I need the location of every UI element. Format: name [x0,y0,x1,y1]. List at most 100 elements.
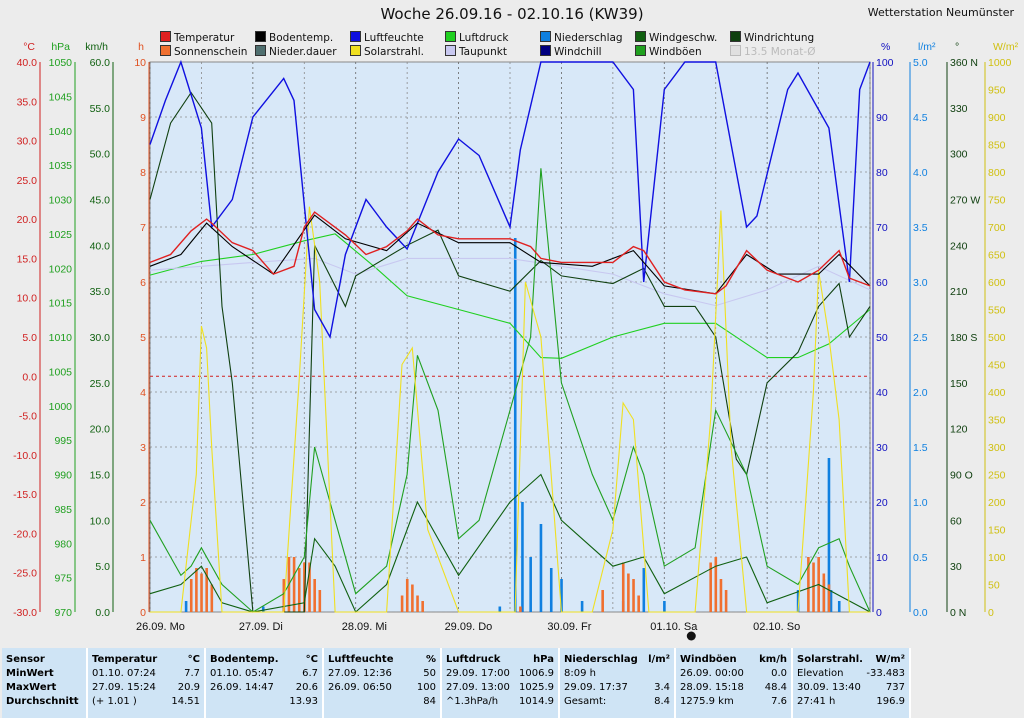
legend-item: Windchill [540,45,602,58]
stats-header-title: Temperatur [92,654,158,665]
legend-label: Sonnenschein [174,46,248,58]
axis-tick-label: 10.0 [17,293,38,305]
axis-tick-label: 950 [988,85,1006,97]
axis-tick-label: 30 [950,561,962,573]
axis-tick-label: 4 [140,387,146,399]
legend-swatch [730,45,741,56]
axis-tick-label: 1020 [49,263,73,275]
stats-cell-value: 0.0 [771,668,787,679]
stats-cell-value: -33.483 [866,668,905,679]
axis-tick-label: -20.0 [13,528,37,540]
stats-row: 26.09. 14:47 20.6 [210,682,318,696]
series-line [149,59,871,340]
stats-column: Temperatur °C 01.10. 07:24 7.7 27.09. 15:24 2… [88,648,206,718]
stats-cell-label: 27.09. 13:00 [446,682,510,693]
legend-swatch [540,45,551,56]
axis-unit: l/m² [918,41,936,53]
stats-cell-label: 29.09. 17:37 [564,682,628,693]
axis-tick-label: 650 [988,250,1006,262]
rain-bar [513,238,517,612]
axis-tick-label: 1.0 [913,497,928,509]
axis-tick-label: -15.0 [13,489,37,501]
legend-item: Temperatur [160,31,234,44]
stats-header-unit: W/m² [875,654,905,665]
axis-tick-label: 150 [950,378,968,390]
axis-tick-label: 5.0 [95,561,110,573]
legend-label: Taupunkt [459,46,507,58]
axis-tick-label: 70 [876,222,888,234]
axis-tick-label: 0.0 [95,607,110,619]
stats-cell-label: Durchschnitt [6,696,79,707]
axis-tick-label: 980 [54,538,72,550]
axis-tick-label: 100 [876,57,894,69]
sunshine-bar [308,562,311,612]
stats-row: 27.09. 12:36 50 [328,668,436,682]
axis-tick-label: 150 [988,525,1006,537]
axis-tick-label: 40.0 [90,240,111,252]
sunshine-bar [405,579,409,612]
axis-tick-label: 7 [140,222,146,234]
day-label: 02.10. So [753,621,800,633]
axis-tick-label: 250 [988,470,1006,482]
legend-swatch [730,31,741,42]
legend-label: Luftdruck [459,32,509,44]
stats-column: Solarstrahl. W/m² Elevation -33.483 30.09. 1… [793,648,911,718]
weather-chart: °C40.035.030.025.020.015.010.05.00.0-5.0… [13,41,1019,641]
legend-swatch [160,45,171,56]
stats-cell-label: ^1.3hPa/h [446,696,499,707]
stats-header-unit: l/m² [648,654,670,665]
legend-swatch [445,31,456,42]
axis-tick-label: 8 [140,167,146,179]
sunshine-bar [724,590,728,612]
axis-tick-label: 90 [876,112,888,124]
axis-tick-label: 5.0 [22,332,37,344]
stats-header-unit: °C [305,654,318,665]
sunshine-bar [719,579,723,612]
legend-item: Windböen [635,45,702,58]
stats-cell-label: 8:09 h [564,668,596,679]
rain-bar [837,601,841,612]
stats-header-title: Luftdruck [446,654,501,665]
legend-item: Niederschlag [540,31,623,44]
stats-row: 01.10. 05:47 6.7 [210,668,318,682]
axis-tick-label: 1005 [49,366,73,378]
axis-tick-label: 30.0 [17,136,38,148]
sunshine-bar [627,573,630,612]
axis-tick-label: 10 [876,552,888,564]
axis-tick-label: 1050 [49,57,73,69]
axis-tick-label: 0 [140,607,146,619]
day-label: 30.09. Fr [547,621,591,633]
axis-tick-label: -25.0 [13,568,37,580]
axis-tick-label: 9 [140,112,146,124]
axis-tick-label: 2 [140,497,146,509]
axis-unit: h [138,41,144,53]
axis-tick-label: 60.0 [90,57,111,69]
stats-cell-value: 20.6 [295,682,318,693]
day-label: 28.09. Mi [342,621,387,633]
stats-row: 26.09. 06:50 100 [328,682,436,696]
stats-cell-label: MinWert [6,668,54,679]
axis-tick-label: 25.0 [90,378,111,390]
sunshine-bar [416,595,419,612]
legend-swatch [350,31,361,42]
series-line [150,206,870,613]
stats-header-unit: km/h [759,654,787,665]
stats-column: Windböen km/h 26.09. 00:00 0.0 28.09. 15:18 4… [676,648,793,718]
axis-tick-label: 0.0 [22,371,37,383]
axis-tick-label: -5.0 [19,411,37,423]
rain-bar [580,601,584,612]
day-label: 26.09. Mo [136,621,185,633]
stats-cell-value: 3.4 [654,682,670,693]
sunshine-bar [632,579,635,612]
axis-tick-label: 4.5 [913,112,928,124]
stats-header: Bodentemp. °C [210,654,318,668]
axis-tick-label: 1010 [49,332,73,344]
axis-tick-label: 1 [140,552,146,564]
stats-cell-label: 26.09. 06:50 [328,682,392,693]
axis-tick-label: 1040 [49,126,73,138]
axis-tick-label: 50.0 [90,149,111,161]
series-line [149,473,871,613]
axis-tick-label: 400 [988,387,1006,399]
axis-tick-label: 300 [988,442,1006,454]
stats-cell-value: 14.51 [171,696,200,707]
